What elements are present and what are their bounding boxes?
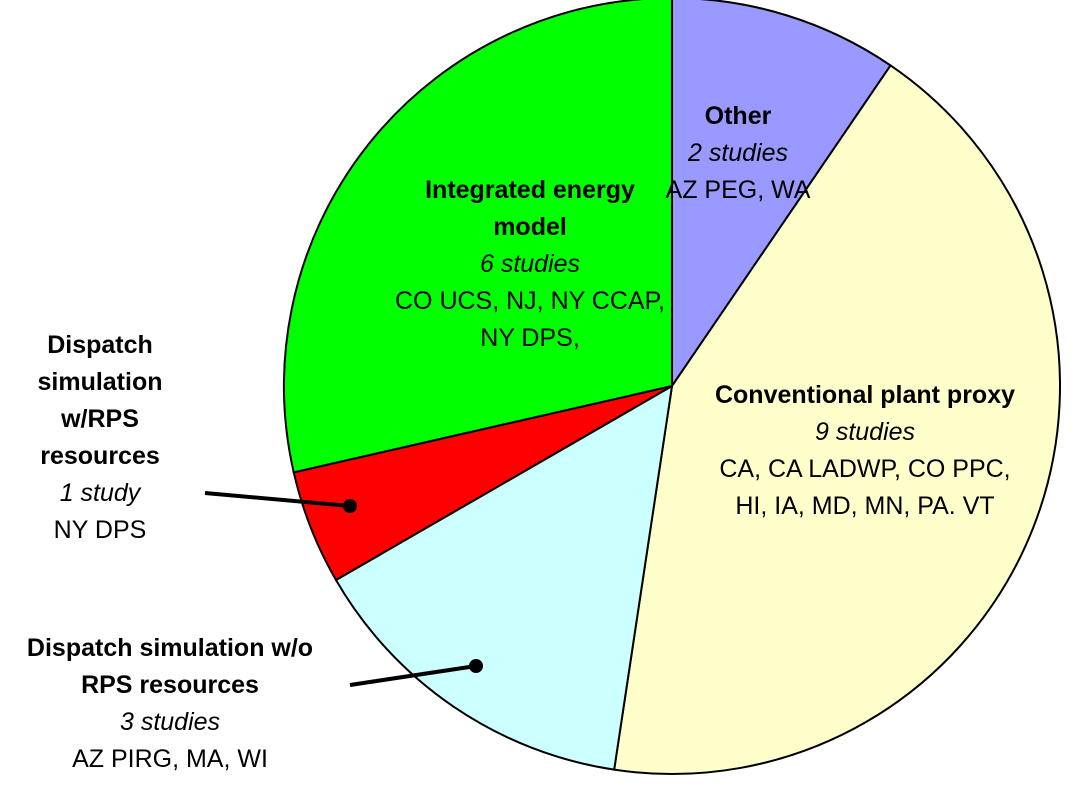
slice-label: Other 2 studies AZ PEG, WA [658, 98, 818, 209]
category-name: Conventional plant proxy [714, 381, 1016, 409]
category-name: Other [704, 102, 772, 130]
leader-dot [469, 659, 483, 673]
member-list: CO UCS, NJ, NY CCAP, NY DPS, [395, 287, 665, 352]
leader-line [204, 491, 351, 508]
leader-line [349, 664, 477, 687]
category-name: Dispatch simulation w/RPS resources [37, 331, 163, 470]
slice-label: Dispatch simulation w/RPS resources 1 stu… [0, 327, 200, 549]
category-name: Dispatch simulation w/o RPS resources [26, 634, 314, 699]
value-label: 1 study [59, 479, 141, 507]
slice-label: Integrated energy model 6 studies CO UCS, … [385, 172, 675, 357]
pie-slice [613, 64, 1061, 775]
value-label: 9 studies [814, 418, 916, 446]
pie-slice [671, 0, 892, 390]
value-label: 2 studies [687, 139, 789, 167]
member-list: AZ PIRG, MA, WI [72, 745, 268, 773]
member-list: AZ PEG, WA [665, 176, 811, 204]
pie-slice [283, 0, 673, 474]
slice-label: Conventional plant proxy 9 studies CA, CA … [700, 377, 1030, 525]
value-label: 6 studies [479, 250, 581, 278]
leader-dot [343, 499, 357, 513]
member-list: NY DPS [53, 516, 147, 544]
value-label: 3 studies [119, 708, 221, 736]
member-list: CA, CA LADWP, CO PPC, HI, IA, MD, MN, PA… [719, 455, 1011, 520]
category-name: Integrated energy model [425, 176, 635, 241]
slice-label: Dispatch simulation w/o RPS resources 3 s… [0, 630, 340, 778]
